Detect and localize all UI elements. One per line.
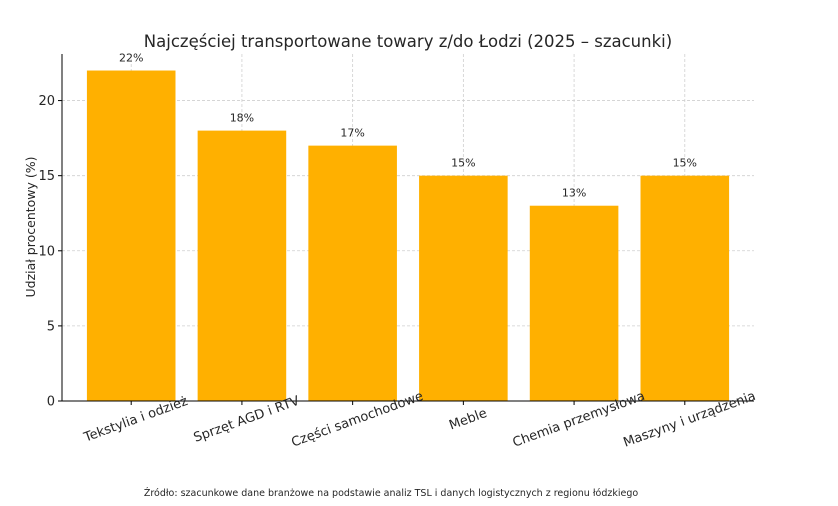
y-tick-label: 0 — [47, 395, 55, 410]
bar-data-label: 22% — [119, 52, 143, 65]
bar-data-label: 18% — [230, 112, 254, 125]
y-tick-label: 15 — [38, 169, 55, 184]
bar — [308, 145, 397, 401]
bar-data-label: 15% — [673, 157, 697, 170]
bar — [419, 175, 508, 401]
source-note: Źródło: szacunkowe dane branżowe na pods… — [144, 487, 639, 499]
bars — [86, 70, 730, 402]
bar — [86, 70, 176, 402]
bar — [529, 205, 619, 401]
bar-data-label: 13% — [562, 187, 586, 200]
axes — [58, 54, 754, 405]
y-tick-label: 20 — [38, 94, 55, 109]
y-tick-label: 5 — [47, 319, 55, 334]
bar — [640, 175, 730, 401]
bar — [197, 130, 287, 401]
y-axis-label: Udział procentowy (%) — [23, 156, 38, 297]
x-tick-label: Meble — [447, 406, 489, 433]
bar-data-label: 15% — [451, 157, 475, 170]
bar-data-label: 17% — [340, 127, 364, 140]
chart-title: Najczęściej transportowane towary z/do Ł… — [144, 32, 672, 51]
y-tick-label: 10 — [38, 244, 55, 259]
x-tick-label: Tekstylia i odzież — [81, 394, 190, 446]
